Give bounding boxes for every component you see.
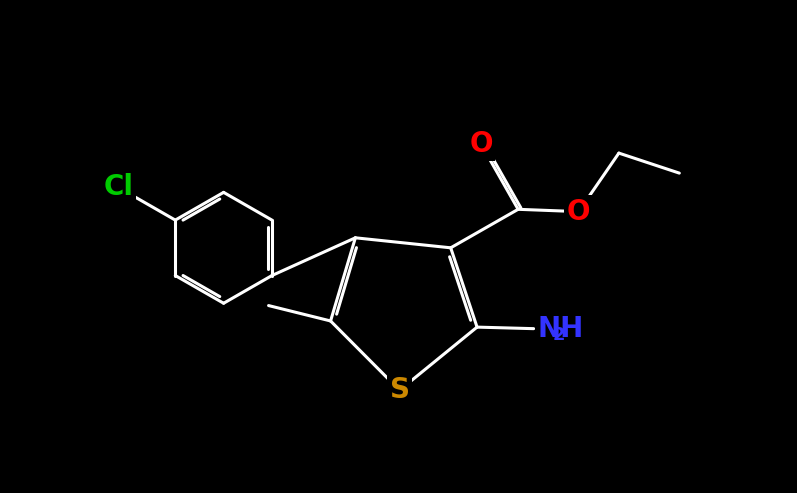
Text: 2: 2 [552,326,565,344]
Text: Cl: Cl [104,174,133,201]
Text: NH: NH [537,315,583,343]
Text: O: O [469,130,493,158]
Text: O: O [567,198,591,226]
Text: S: S [390,376,410,404]
